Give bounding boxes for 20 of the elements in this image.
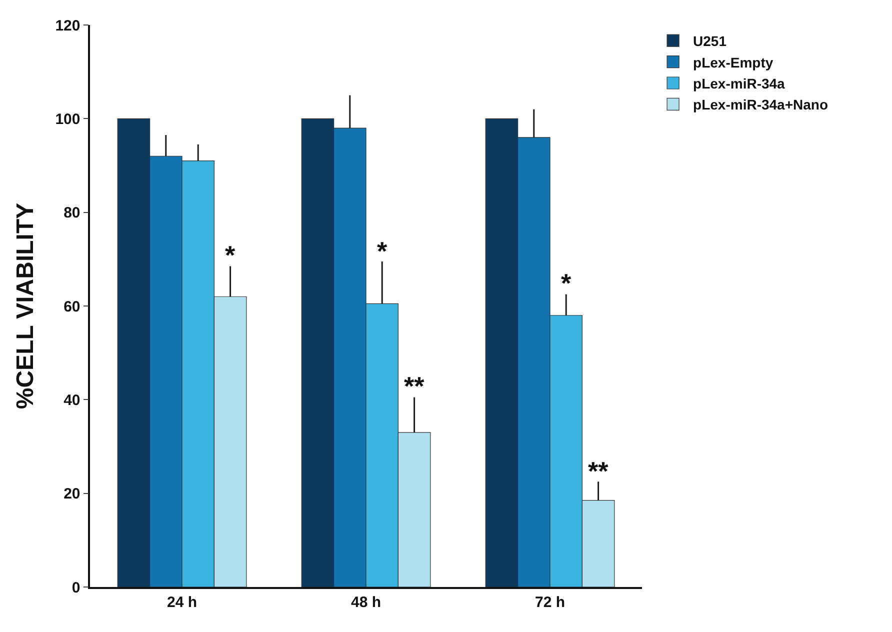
legend-label: U251 [693,33,727,50]
y-tick-label: 120 [55,17,80,34]
legend-label: pLex-Empty [693,54,774,70]
data-label: * [377,236,388,266]
y-tick-label: 0 [72,579,80,596]
data-label: ** [404,371,426,401]
x-tick-label: 24 h [166,594,198,611]
y-tick-label: 40 [64,392,80,409]
legend-label: pLex-miR-34a+Nano [693,96,828,113]
data-label: * [561,268,572,298]
y-tick-label: 20 [64,486,80,503]
y-tick-label: 60 [64,298,80,316]
y-tick-label: 100 [55,110,80,128]
data-label: * [225,240,236,270]
x-tick-label: 48 h [350,594,382,611]
y-tick-label: 80 [64,204,80,222]
legend-label: pLex-miR-34a [693,75,786,92]
x-tick-label: 72 h [534,594,566,611]
y-axis-title: %CELL VIABILITY [12,202,39,410]
data-label: ** [588,456,610,486]
